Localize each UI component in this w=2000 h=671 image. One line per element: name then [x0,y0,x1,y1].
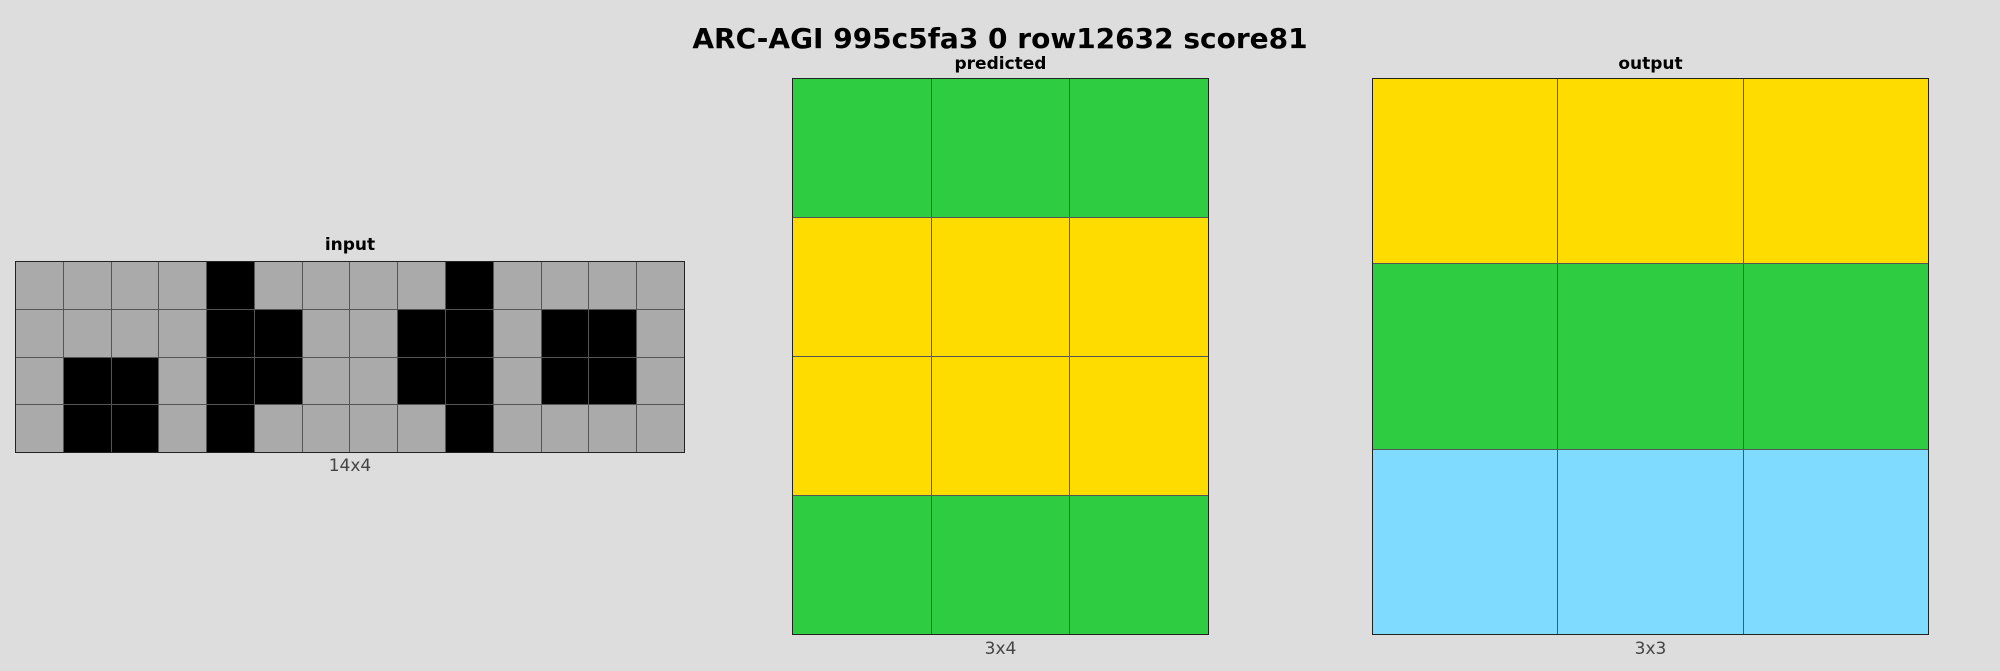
input-cell [63,309,111,357]
output-cell [1373,449,1558,634]
input-cell [207,405,254,452]
input-cell [159,309,207,357]
predicted-cell [931,357,1070,495]
output-cell [1743,79,1928,264]
input-cell [350,357,398,405]
input-cell [207,309,254,357]
input-cell [541,309,589,357]
predicted-cell [931,79,1070,217]
output-cell [1373,79,1558,264]
input-cell [398,357,446,405]
predicted-size-caption: 3x4 [984,639,1017,659]
input-size-caption: 14x4 [328,456,372,476]
predicted-cell [1070,496,1208,634]
output-cell [1743,449,1928,634]
input-cell [254,262,302,309]
input-cell [111,405,159,452]
output-cell [1373,264,1558,449]
input-cell [254,309,302,357]
input-cell [589,262,637,309]
output-panel-title: output [1618,54,1683,74]
output-grid [1372,78,1929,635]
predicted-cell [793,496,931,634]
output-cell [1558,449,1743,634]
input-cell [16,262,63,309]
input-cell [493,309,541,357]
predicted-panel-title: predicted [954,54,1047,74]
output-cell [1558,264,1743,449]
input-cell [350,309,398,357]
figure-title: ARC-AGI 995c5fa3 0 row12632 score81 [692,22,1308,55]
input-cell [446,405,493,452]
input-cell [302,405,350,452]
input-cell [589,405,637,452]
input-cell [398,262,446,309]
input-cell [254,405,302,452]
input-cell [207,357,254,405]
input-cell [637,357,684,405]
input-cell [493,262,541,309]
output-cell [1743,264,1928,449]
input-cell [350,405,398,452]
output-size-caption: 3x3 [1634,639,1667,659]
input-cell [302,357,350,405]
predicted-cell [931,218,1070,356]
input-cell [207,262,254,309]
input-cell [446,309,493,357]
input-cell [541,262,589,309]
input-cell [637,309,684,357]
predicted-cell [793,79,931,217]
predicted-cell [1070,218,1208,356]
predicted-cell [793,357,931,495]
input-cell [302,309,350,357]
input-cell [541,357,589,405]
input-cell [541,405,589,452]
predicted-cell [793,218,931,356]
input-panel-title: input [324,235,376,255]
input-cell [16,405,63,452]
input-cell [446,357,493,405]
output-cell [1558,79,1743,264]
input-cell [63,262,111,309]
input-cell [111,262,159,309]
input-cell [159,405,207,452]
predicted-cell [931,496,1070,634]
input-cell [111,309,159,357]
input-cell [493,357,541,405]
input-cell [446,262,493,309]
input-cell [254,357,302,405]
input-cell [589,357,637,405]
input-cell [159,357,207,405]
input-cell [159,262,207,309]
predicted-cell [1070,79,1208,217]
input-cell [493,405,541,452]
input-cell [350,262,398,309]
input-cell [63,357,111,405]
input-cell [302,262,350,309]
input-cell [637,405,684,452]
input-cell [111,357,159,405]
input-cell [16,357,63,405]
input-cell [398,309,446,357]
input-cell [589,309,637,357]
input-grid [15,261,685,453]
input-cell [16,309,63,357]
input-cell [63,405,111,452]
predicted-grid [792,78,1209,635]
predicted-cell [1070,357,1208,495]
input-cell [637,262,684,309]
input-cell [398,405,446,452]
